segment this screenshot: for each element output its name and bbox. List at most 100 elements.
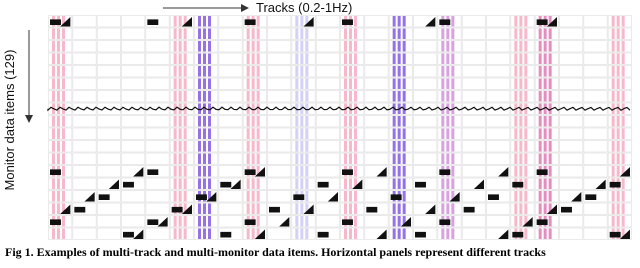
stripe <box>344 141 347 152</box>
panel <box>121 202 146 215</box>
stripe <box>397 53 401 64</box>
stripe <box>305 28 309 39</box>
block <box>147 19 159 25</box>
stripe <box>519 91 523 102</box>
stripe <box>621 78 625 89</box>
stripe <box>616 153 620 164</box>
stripe <box>397 91 401 102</box>
panel <box>145 152 170 165</box>
stripe <box>519 66 523 77</box>
stripe <box>354 166 357 177</box>
panel <box>413 165 438 178</box>
panel <box>242 65 267 78</box>
panel <box>194 65 219 78</box>
stripe <box>538 78 542 89</box>
panel <box>48 52 73 65</box>
stripe <box>524 178 528 189</box>
stripe <box>354 16 357 27</box>
stripe <box>441 103 445 114</box>
stripe <box>548 128 552 139</box>
panel <box>48 40 73 53</box>
stripe <box>198 141 201 152</box>
stripe <box>451 216 455 227</box>
block <box>244 219 256 225</box>
stripe <box>57 228 60 239</box>
stripe <box>524 128 528 139</box>
panel <box>145 52 170 65</box>
stripe <box>344 128 347 139</box>
stripe <box>178 116 182 127</box>
block <box>609 231 621 238</box>
ramp <box>60 204 71 214</box>
stripe <box>173 153 177 164</box>
panel <box>413 215 438 228</box>
stripe <box>62 153 65 164</box>
stripe <box>611 128 615 139</box>
panel <box>96 152 121 165</box>
panel <box>96 215 121 228</box>
stripe <box>519 78 523 89</box>
panel <box>218 65 243 78</box>
panel <box>340 40 365 53</box>
panel <box>583 90 608 103</box>
block <box>536 169 548 175</box>
stripe <box>208 91 211 102</box>
panel <box>96 127 121 140</box>
panel <box>48 127 73 140</box>
panel <box>388 65 413 78</box>
panel <box>121 165 146 178</box>
stripe <box>295 78 299 89</box>
panel <box>510 65 535 78</box>
panel <box>96 140 121 153</box>
stripe <box>446 203 450 214</box>
stripe <box>538 203 542 214</box>
stripe <box>524 216 528 227</box>
panel <box>534 115 559 128</box>
stripe <box>446 153 450 164</box>
panel <box>169 152 194 165</box>
stripe <box>203 153 206 164</box>
stripe <box>402 203 406 214</box>
panel <box>437 127 462 140</box>
stripe <box>402 141 406 152</box>
ramp <box>157 217 168 227</box>
panel <box>583 115 608 128</box>
stripe <box>548 53 552 64</box>
stripe <box>251 141 255 152</box>
panel <box>510 190 535 203</box>
ramp <box>254 167 265 177</box>
panel <box>388 90 413 103</box>
panel <box>340 190 365 203</box>
stripe <box>198 116 201 127</box>
panel <box>267 90 292 103</box>
stripe <box>183 28 187 39</box>
stripe <box>611 28 615 39</box>
stripe <box>52 78 55 89</box>
stripe <box>349 203 352 214</box>
panel <box>72 15 97 28</box>
stripe <box>300 178 304 189</box>
stripe <box>616 41 620 52</box>
panel <box>121 27 146 40</box>
panel <box>121 115 146 128</box>
stripe <box>57 191 60 202</box>
stripe <box>246 203 250 214</box>
stripe <box>524 28 528 39</box>
stripe <box>183 216 187 227</box>
stripe <box>402 66 406 77</box>
panel <box>461 27 486 40</box>
panel <box>534 190 559 203</box>
stripe <box>173 66 177 77</box>
panel <box>340 115 365 128</box>
panel <box>291 165 316 178</box>
panel <box>534 90 559 103</box>
stripe <box>57 153 60 164</box>
block <box>366 206 378 213</box>
stripe <box>354 116 357 127</box>
block <box>269 206 280 213</box>
stripe <box>183 53 187 64</box>
ramp <box>84 192 95 202</box>
stripe <box>305 91 309 102</box>
block <box>220 181 232 188</box>
panel <box>559 15 584 28</box>
